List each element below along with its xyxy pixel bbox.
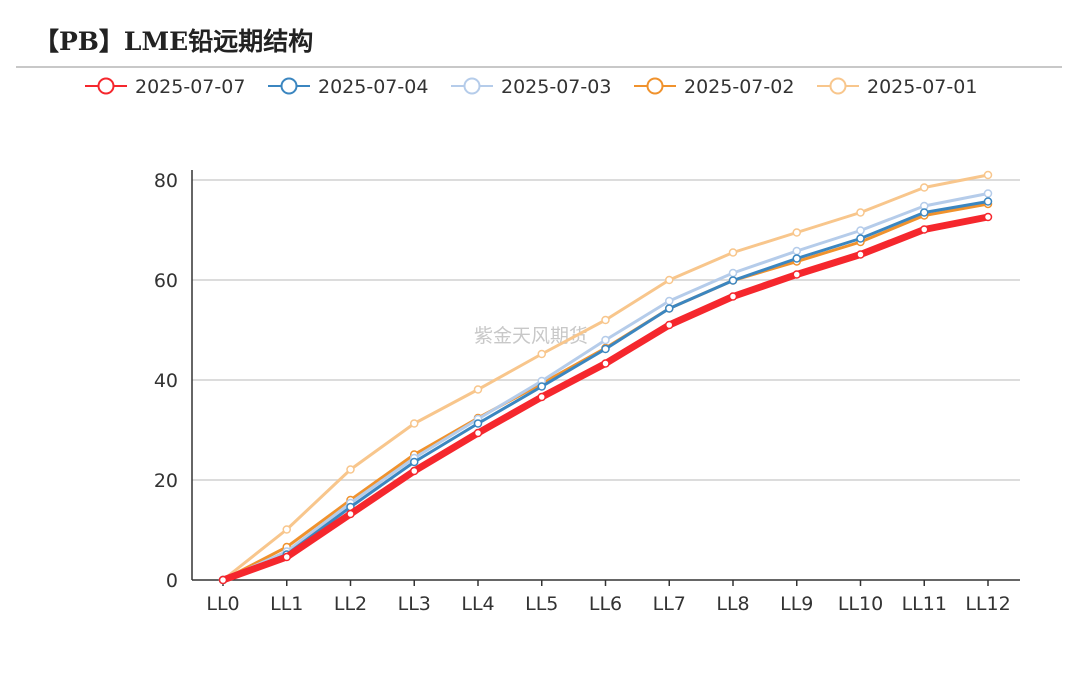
data-point[interactable] bbox=[856, 208, 865, 217]
data-point[interactable] bbox=[346, 509, 355, 519]
data-point[interactable] bbox=[792, 270, 801, 279]
data-point[interactable] bbox=[218, 575, 228, 585]
data-point[interactable] bbox=[920, 183, 929, 192]
data-point[interactable] bbox=[792, 228, 801, 237]
legend-marker bbox=[829, 77, 847, 95]
data-point[interactable] bbox=[473, 385, 483, 394]
x-tick-label: LL0 bbox=[206, 593, 239, 615]
legend-label: 2025-07-03 bbox=[501, 76, 611, 98]
axes: 0 20 40 60 80 LL0 LL1 LL2 LL3 LL4 LL5 LL6 LL7 LL8 LL9 L… bbox=[154, 170, 1020, 615]
data-point[interactable] bbox=[601, 315, 610, 325]
data-point[interactable] bbox=[537, 382, 546, 391]
x-tick-label: LL8 bbox=[716, 593, 749, 615]
data-point[interactable] bbox=[665, 320, 674, 330]
data-point[interactable] bbox=[665, 275, 674, 285]
x-tick-label: LL3 bbox=[398, 593, 431, 615]
series-2025-07-07 bbox=[218, 212, 993, 585]
data-point[interactable] bbox=[856, 234, 865, 243]
legend-marker bbox=[646, 77, 664, 95]
data-point[interactable] bbox=[537, 392, 546, 402]
data-point[interactable] bbox=[728, 292, 738, 301]
series-line bbox=[219, 213, 992, 584]
data-point[interactable] bbox=[537, 349, 546, 359]
legend-marker bbox=[97, 77, 115, 95]
watermark: 紫金天风期货 bbox=[474, 325, 588, 347]
legend-item[interactable]: 2025-07-01 bbox=[817, 76, 977, 98]
legend: 2025-07-07 2025-07-04 2025-07-03 2025-07-02… bbox=[85, 76, 977, 98]
page-title: 【PB】LME铅远期结构 bbox=[34, 27, 314, 56]
data-point[interactable] bbox=[983, 170, 993, 180]
legend-label: 2025-07-07 bbox=[135, 76, 245, 98]
series-group bbox=[218, 170, 993, 585]
data-point[interactable] bbox=[410, 419, 419, 428]
legend-item[interactable]: 2025-07-07 bbox=[85, 76, 245, 98]
legend-label: 2025-07-04 bbox=[318, 76, 428, 98]
x-tick-label: LL4 bbox=[461, 593, 494, 615]
y-tick-label: 60 bbox=[154, 270, 178, 292]
data-point[interactable] bbox=[665, 304, 674, 313]
x-tick-label: LL6 bbox=[589, 593, 622, 615]
x-tick-label: LL2 bbox=[334, 593, 367, 615]
data-point[interactable] bbox=[983, 212, 993, 222]
data-point[interactable] bbox=[282, 552, 291, 562]
legend-marker bbox=[280, 77, 298, 95]
data-point[interactable] bbox=[410, 466, 419, 476]
data-point[interactable] bbox=[665, 296, 674, 306]
data-point[interactable] bbox=[728, 268, 738, 278]
data-point[interactable] bbox=[792, 246, 801, 256]
y-tick-label: 40 bbox=[154, 370, 178, 392]
data-point[interactable] bbox=[792, 254, 801, 263]
x-tick-label: LL11 bbox=[902, 593, 947, 615]
x-tick-label: LL9 bbox=[780, 593, 813, 615]
legend-item[interactable]: 2025-07-03 bbox=[451, 76, 611, 98]
x-tick-label: LL7 bbox=[653, 593, 686, 615]
title-divider bbox=[16, 66, 1062, 68]
legend-marker bbox=[463, 77, 481, 95]
legend-item[interactable]: 2025-07-04 bbox=[268, 76, 428, 98]
data-point[interactable] bbox=[473, 419, 483, 428]
data-point[interactable] bbox=[473, 428, 483, 438]
data-point[interactable] bbox=[728, 248, 738, 257]
data-point[interactable] bbox=[410, 457, 419, 467]
x-tick-label: LL12 bbox=[965, 593, 1010, 615]
legend-label: 2025-07-01 bbox=[867, 76, 977, 98]
legend-item[interactable]: 2025-07-02 bbox=[634, 76, 794, 98]
x-tick-label: LL5 bbox=[525, 593, 558, 615]
data-point[interactable] bbox=[728, 276, 738, 285]
x-tick-label: LL1 bbox=[270, 593, 303, 615]
data-point[interactable] bbox=[983, 197, 993, 206]
data-point[interactable] bbox=[346, 465, 355, 474]
data-point[interactable] bbox=[601, 335, 610, 345]
y-tick-label: 0 bbox=[166, 570, 178, 592]
data-point[interactable] bbox=[920, 225, 929, 234]
data-point[interactable] bbox=[601, 359, 610, 368]
data-point[interactable] bbox=[983, 189, 993, 198]
data-point[interactable] bbox=[856, 250, 865, 259]
y-tick-label: 20 bbox=[154, 470, 178, 492]
y-tick-label: 80 bbox=[154, 170, 178, 192]
data-point[interactable] bbox=[920, 208, 929, 217]
data-point[interactable] bbox=[856, 226, 865, 235]
legend-label: 2025-07-02 bbox=[684, 76, 794, 98]
x-tick-label: LL10 bbox=[838, 593, 883, 615]
grid-lines bbox=[192, 179, 1020, 481]
series-2025-07-04 bbox=[218, 197, 993, 585]
data-point[interactable] bbox=[282, 525, 291, 534]
data-point[interactable] bbox=[601, 344, 610, 354]
